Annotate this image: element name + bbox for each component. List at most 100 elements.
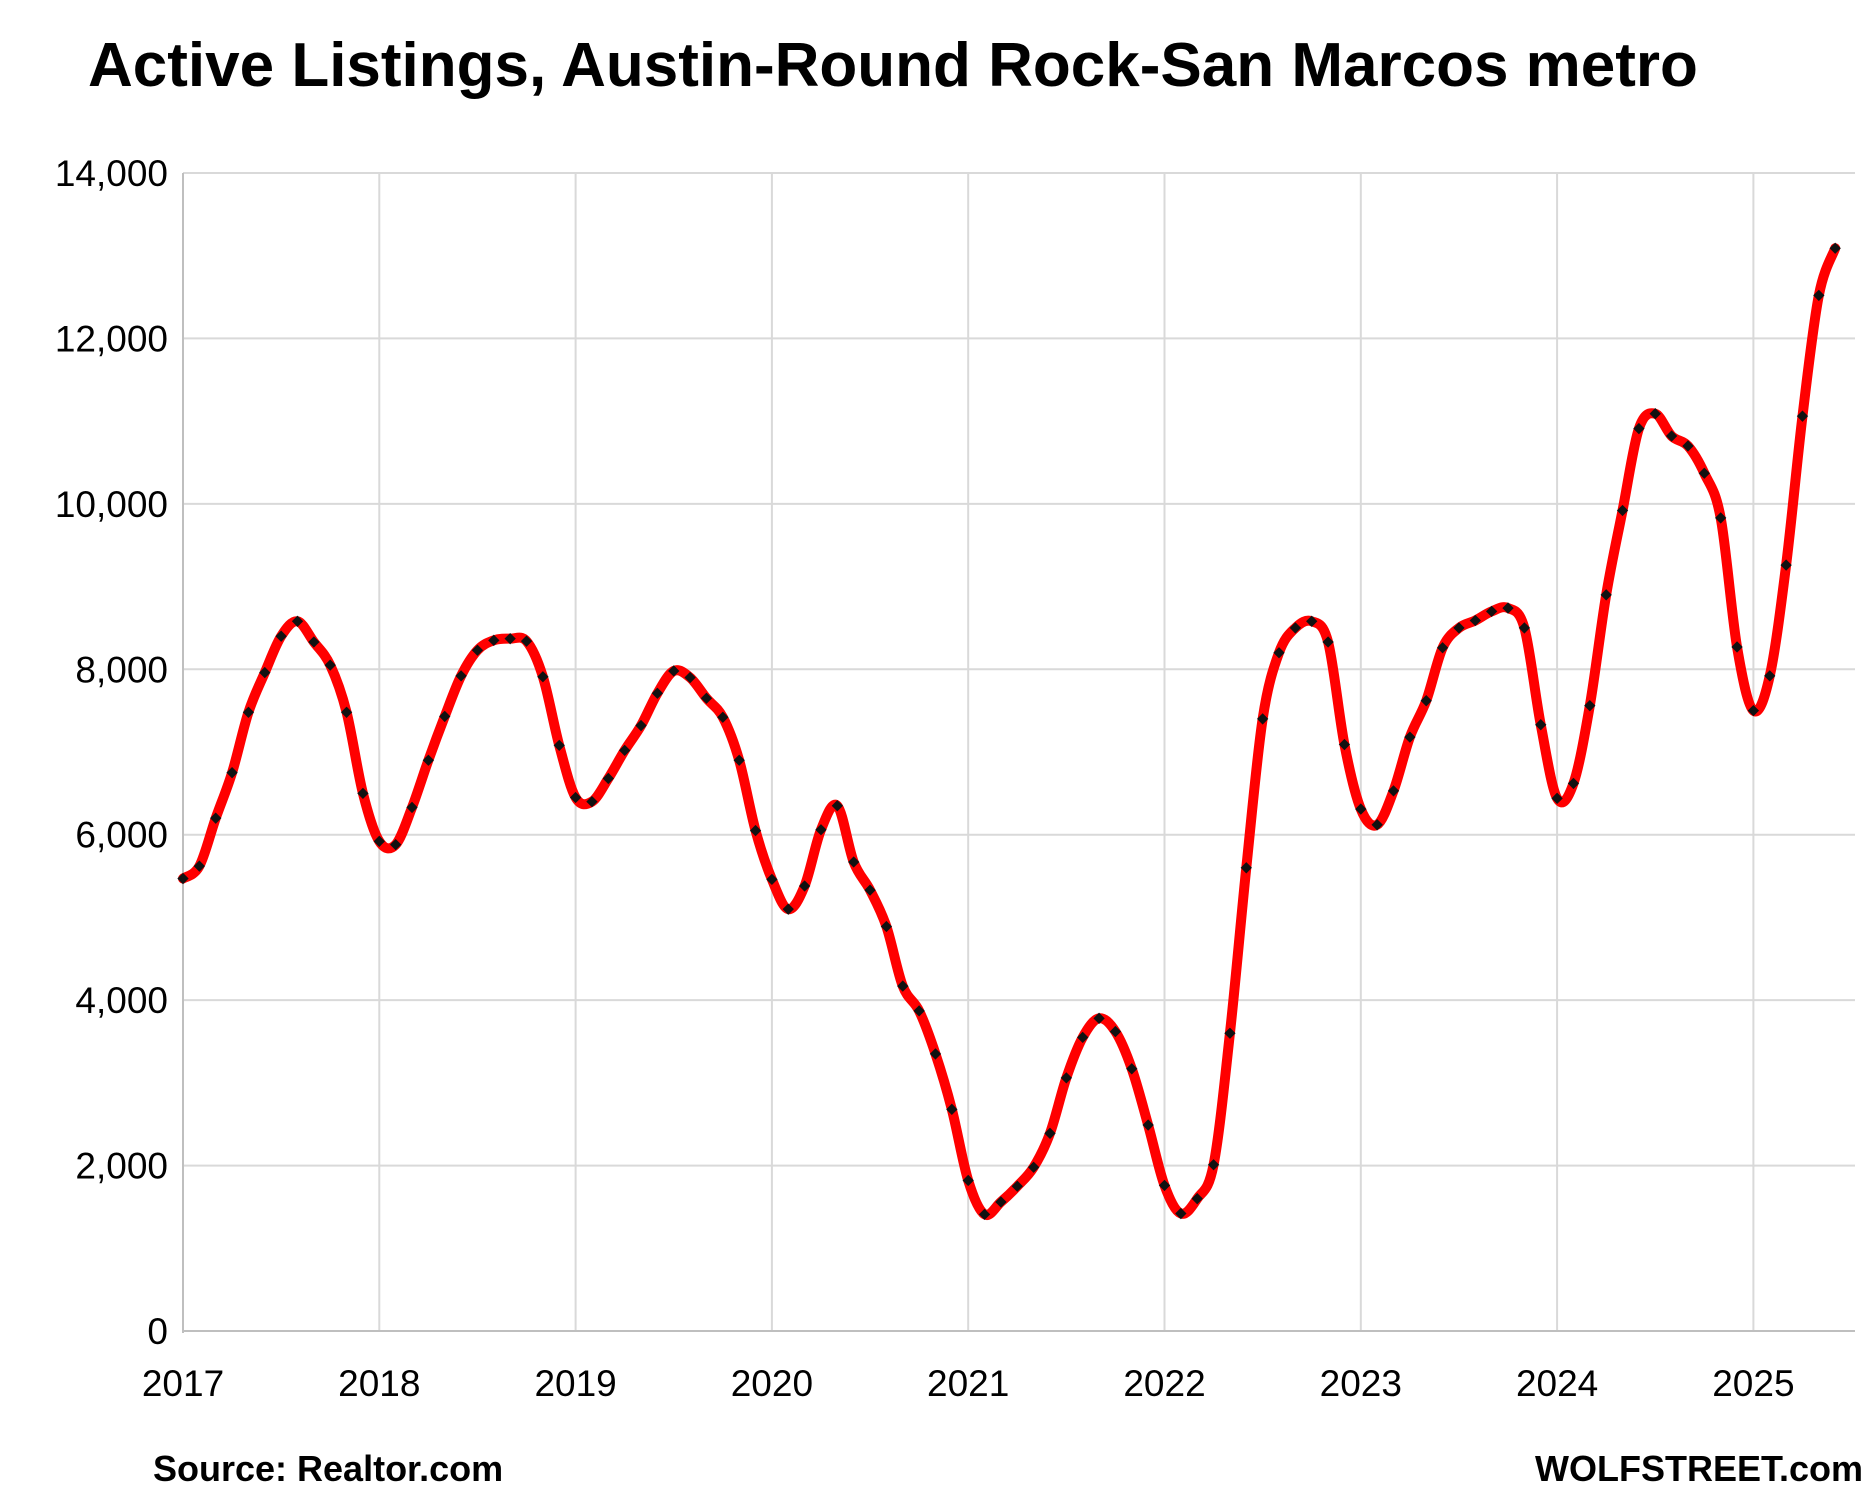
gridlines	[183, 172, 1855, 1331]
data-point	[1126, 1063, 1138, 1075]
data-point	[275, 630, 287, 642]
data-point	[1224, 1027, 1236, 1039]
data-point	[651, 687, 664, 699]
data-point	[455, 670, 467, 682]
data-point	[1567, 777, 1580, 790]
data-point	[1829, 242, 1841, 254]
x-tick-label: 2018	[338, 1363, 420, 1404]
data-point	[733, 754, 745, 766]
data-point	[390, 838, 402, 851]
series-active-listings	[177, 242, 1841, 1221]
data-point	[373, 835, 385, 847]
data-point	[1682, 440, 1694, 452]
data-point	[1518, 622, 1531, 634]
data-point	[1060, 1072, 1073, 1084]
data-point	[880, 920, 893, 933]
data-point	[193, 860, 206, 872]
data-point	[848, 856, 860, 868]
data-point	[635, 719, 647, 732]
data-point	[1698, 467, 1710, 479]
data-point	[962, 1174, 974, 1187]
data-point	[439, 710, 451, 723]
x-tick-label: 2025	[1712, 1363, 1794, 1404]
y-tick-label: 6,000	[75, 815, 168, 856]
credit-note: WOLFSTREET.com	[1534, 1448, 1863, 1489]
data-point	[340, 706, 353, 718]
data-point	[1191, 1193, 1203, 1205]
data-point	[226, 767, 238, 779]
data-point	[913, 1005, 925, 1017]
y-tick-label: 0	[147, 1311, 168, 1352]
data-point	[1371, 819, 1383, 831]
y-tick-label: 10,000	[55, 484, 168, 525]
data-point	[1715, 512, 1727, 524]
data-point	[1633, 422, 1645, 435]
data-point	[782, 903, 794, 915]
data-point	[1093, 1012, 1105, 1024]
x-tick-label: 2024	[1516, 1363, 1598, 1404]
data-point	[1502, 602, 1514, 614]
data-point	[291, 615, 304, 627]
data-point	[1011, 1180, 1023, 1192]
data-point	[520, 635, 533, 647]
data-point	[1486, 605, 1498, 618]
data-point	[1616, 504, 1629, 517]
data-point	[1551, 792, 1563, 804]
data-point	[1665, 430, 1678, 442]
data-point	[602, 772, 614, 785]
data-point	[1240, 862, 1252, 874]
x-tick-label: 2017	[142, 1363, 224, 1404]
data-point	[1142, 1119, 1154, 1131]
x-tick-label: 2021	[927, 1363, 1009, 1404]
data-point	[700, 692, 713, 704]
data-point	[1322, 636, 1334, 648]
data-point	[929, 1048, 942, 1060]
data-point	[357, 787, 369, 800]
data-point	[1109, 1025, 1122, 1038]
data-point	[1731, 641, 1743, 653]
data-point	[1436, 642, 1449, 654]
data-point	[684, 671, 696, 684]
data-point	[668, 665, 680, 677]
data-point	[1535, 719, 1547, 731]
data-point	[242, 706, 255, 718]
data-point	[978, 1208, 991, 1221]
x-tick-label: 2019	[534, 1363, 616, 1404]
data-point	[1780, 559, 1792, 571]
data-point	[1077, 1031, 1089, 1044]
data-point	[831, 800, 843, 812]
data-point	[1469, 614, 1481, 627]
axes	[182, 173, 1855, 1333]
data-point	[1600, 589, 1612, 601]
y-tick-label: 2,000	[75, 1146, 168, 1187]
x-axis-tick-labels: 2017 2018 2019 2020 2021 2022 2023 2024 2025	[142, 1363, 1795, 1404]
data-point	[406, 801, 418, 814]
data-point	[1207, 1159, 1220, 1171]
data-point	[1420, 695, 1432, 707]
data-point	[1796, 410, 1809, 422]
data-point	[1404, 731, 1416, 743]
data-point	[1813, 289, 1825, 302]
data-point	[798, 880, 811, 892]
data-point	[177, 872, 189, 885]
data-point	[1584, 700, 1596, 712]
data-point	[569, 791, 582, 804]
data-point	[1273, 647, 1285, 659]
data-point	[537, 671, 549, 683]
data-point	[1289, 622, 1302, 634]
data-point	[1027, 1161, 1040, 1173]
x-tick-label: 2022	[1123, 1363, 1205, 1404]
data-point	[1453, 622, 1465, 634]
data-point	[864, 884, 876, 896]
data-point	[1747, 704, 1760, 717]
data-point	[586, 795, 598, 808]
y-axis-tick-labels: 0 2,000 4,000 6,000 8,000 10,000 12,000 14,000	[55, 153, 168, 1352]
data-point	[553, 739, 565, 752]
data-point	[766, 873, 778, 886]
data-point	[946, 1103, 958, 1115]
source-note: Source: Realtor.com	[153, 1448, 504, 1489]
y-tick-label: 4,000	[75, 980, 168, 1021]
data-point	[1649, 408, 1661, 420]
data-point	[1387, 785, 1400, 797]
